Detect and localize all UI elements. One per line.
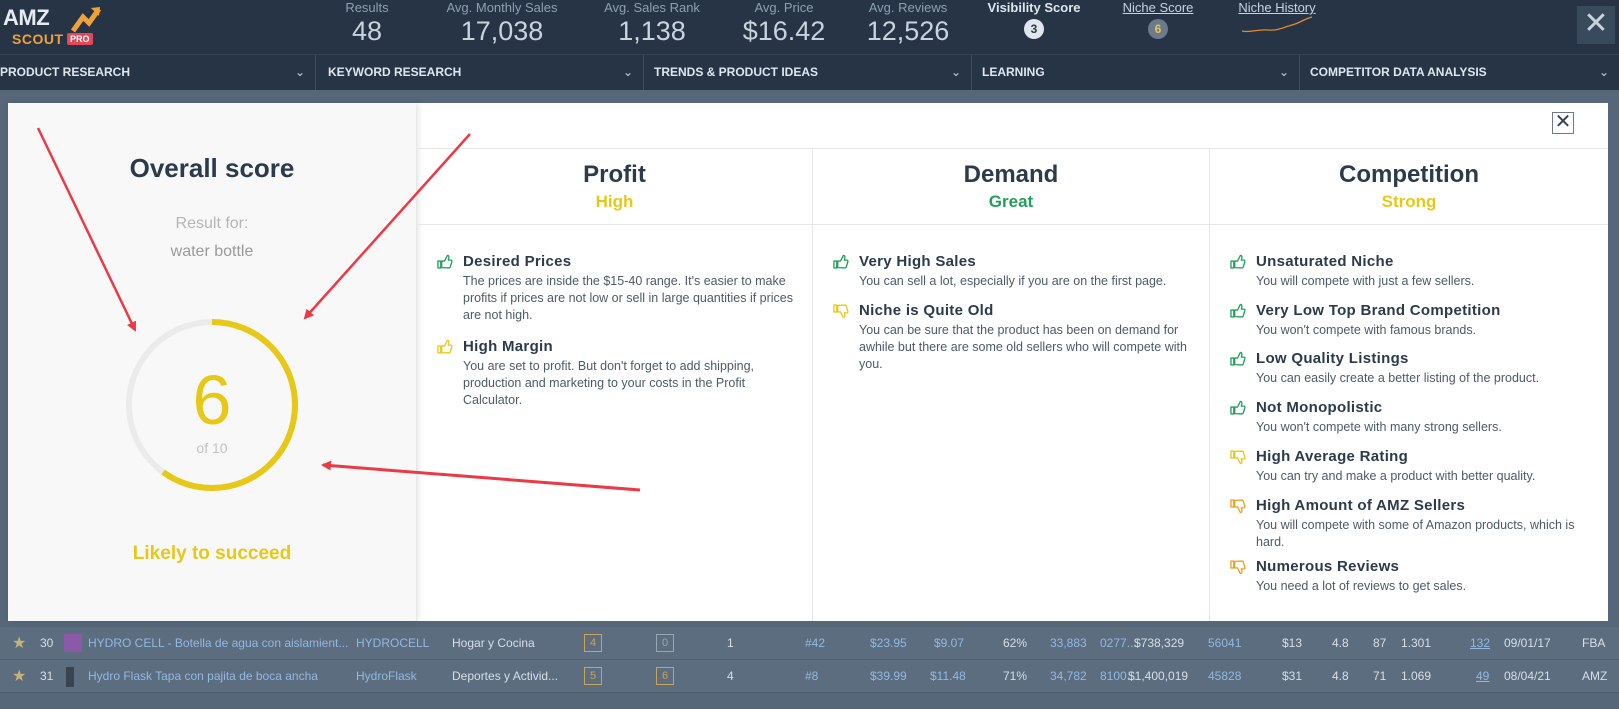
criteria-title: Numerous Reviews bbox=[1256, 558, 1400, 575]
criteria-column-demand: Demand Great Very High Sales You can sell a… bbox=[812, 148, 1209, 621]
criteria-description: You can sell a lot, especially if you ar… bbox=[859, 274, 1167, 288]
column-rating: High bbox=[595, 192, 634, 211]
niche-score-badge: 6 bbox=[1148, 19, 1168, 39]
niche-history-sparkline bbox=[1241, 16, 1313, 33]
overall-score-title: Overall score bbox=[129, 153, 295, 183]
column-title: Competition bbox=[1339, 161, 1479, 188]
score-of-label: of 10 bbox=[196, 440, 228, 456]
table-row[interactable]: ★ 30 HYDRO CELL - Botella de agua con ai… bbox=[0, 627, 1619, 660]
arrow-3 bbox=[321, 460, 641, 492]
criteria-title: High Margin bbox=[463, 338, 553, 355]
criteria-description: You can try and make a product with bett… bbox=[1256, 469, 1536, 483]
product-title-link[interactable]: HYDRO CELL - Botella de agua con aislami… bbox=[88, 636, 349, 650]
column-header: Demand Great bbox=[813, 148, 1209, 225]
table-row[interactable]: ★ 31 Hydro Flask Tapa con pajita de boca… bbox=[0, 660, 1619, 693]
modal-close-button[interactable]: ✕ bbox=[1552, 112, 1574, 134]
column-header: Profit High bbox=[417, 148, 812, 225]
nav-product-research[interactable]: PRODUCT RESEARCH ⌄ bbox=[0, 55, 316, 91]
visibility-score[interactable]: Visibility Score 3 bbox=[986, 0, 1082, 39]
thumbs-down-icon bbox=[1230, 560, 1246, 575]
logo-arrow-icon bbox=[70, 7, 102, 33]
column-rating: Great bbox=[988, 192, 1034, 211]
nav-trends-product-ideas[interactable]: TRENDS & PRODUCT IDEAS ⌄ bbox=[644, 55, 972, 91]
chevron-down-icon: ⌄ bbox=[1278, 65, 1289, 79]
star-icon[interactable]: ★ bbox=[12, 635, 27, 652]
column-title: Demand bbox=[963, 161, 1059, 188]
thumbs-up-icon bbox=[833, 254, 849, 269]
chevron-down-icon: ⌄ bbox=[950, 65, 961, 79]
criteria-title: High Average Rating bbox=[1256, 448, 1409, 465]
brand-link[interactable]: HydroFlask bbox=[356, 669, 417, 683]
column-rating: Strong bbox=[1381, 192, 1437, 211]
thumbs-down-icon bbox=[833, 304, 849, 319]
stat-avg-reviews: Avg. Reviews 12,526 bbox=[866, 0, 950, 46]
criteria-title: Very Low Top Brand Competition bbox=[1256, 302, 1501, 319]
criteria-description: You can be sure that the product has bee… bbox=[859, 323, 1187, 371]
criteria-title: High Amount of AMZ Sellers bbox=[1256, 497, 1466, 514]
score-ring-arc bbox=[126, 319, 298, 491]
criteria-description: You will compete with some of Amazon pro… bbox=[1256, 518, 1575, 549]
criteria-description: You need a lot of reviews to get sales. bbox=[1256, 579, 1467, 593]
criteria-title: Desired Prices bbox=[463, 253, 572, 270]
criteria-description: You will compete with just a few sellers… bbox=[1256, 274, 1475, 288]
main-nav: PRODUCT RESEARCH ⌄ KEYWORD RESEARCH ⌄ TREN… bbox=[0, 54, 1619, 91]
arrow-1 bbox=[36, 127, 137, 332]
visibility-score-badge: 3 bbox=[1024, 19, 1044, 39]
chevron-down-icon: ⌄ bbox=[1598, 65, 1609, 79]
thumbs-down-icon bbox=[1230, 450, 1246, 465]
niche-history[interactable]: Niche History bbox=[1234, 0, 1320, 40]
product-thumbnail bbox=[66, 667, 74, 687]
criteria-description: You can easily create a better listing o… bbox=[1256, 371, 1540, 385]
top-header: AMZ SCOUT PRO Results 48 Avg. Monthly Sa… bbox=[0, 0, 1619, 54]
verdict-text: Likely to succeed bbox=[132, 543, 292, 564]
result-query: water bottle bbox=[170, 243, 254, 260]
thumbs-up-icon bbox=[1230, 351, 1246, 366]
criteria-title: Very High Sales bbox=[859, 253, 977, 270]
thumbs-up-icon bbox=[1230, 400, 1246, 415]
logo-scout-text: SCOUT bbox=[12, 31, 64, 47]
star-icon[interactable]: ★ bbox=[12, 668, 27, 685]
stat-avg-sales-rank: Avg. Sales Rank 1,138 bbox=[604, 0, 700, 46]
result-for-label: Result for: bbox=[175, 215, 249, 232]
criteria-description: You are set to profit. But don't forget … bbox=[463, 359, 755, 407]
stat-avg-price: Avg. Price $16.42 bbox=[742, 0, 826, 46]
amzscout-logo[interactable]: AMZ SCOUT PRO bbox=[3, 3, 133, 49]
nav-competitor-data-analysis[interactable]: COMPETITOR DATA ANALYSIS ⌄ bbox=[1300, 55, 1619, 91]
stat-results: Results 48 bbox=[345, 0, 389, 46]
header-close-button[interactable]: ✕ bbox=[1577, 6, 1615, 44]
overall-score-panel: Overall score Result for: water bottle 6… bbox=[8, 103, 416, 621]
nav-keyword-research[interactable]: KEYWORD RESEARCH ⌄ bbox=[316, 55, 644, 91]
criteria-title: Niche is Quite Old bbox=[859, 302, 994, 319]
criteria-title: Low Quality Listings bbox=[1256, 350, 1409, 367]
thumbs-up-icon bbox=[1230, 303, 1246, 318]
thumbs-up-icon bbox=[437, 254, 453, 269]
logo-amz-text: AMZ bbox=[3, 5, 50, 30]
criteria-description: You won't compete with many strong selle… bbox=[1256, 420, 1502, 434]
thumbs-down-icon bbox=[1230, 499, 1246, 514]
score-ring bbox=[126, 319, 298, 491]
logo-pro-badge: PRO bbox=[67, 33, 93, 45]
criteria-column-competition: Competition Strong Unsaturated Niche You wi… bbox=[1209, 148, 1608, 621]
niche-score-modal: Overall score Result for: water bottle 6… bbox=[8, 103, 1608, 621]
thumbs-up-icon bbox=[437, 339, 453, 354]
stat-avg-monthly-sales: Avg. Monthly Sales 17,038 bbox=[446, 0, 558, 46]
column-header: Competition Strong bbox=[1210, 148, 1608, 225]
criteria-title: Unsaturated Niche bbox=[1256, 253, 1394, 270]
column-title: Profit bbox=[583, 161, 646, 188]
niche-score[interactable]: Niche Score 6 bbox=[1120, 0, 1196, 39]
thumbs-up-icon bbox=[1230, 254, 1246, 269]
product-thumbnail bbox=[64, 634, 82, 652]
criteria-description: You won't compete with famous brands. bbox=[1256, 323, 1477, 337]
nav-learning[interactable]: LEARNING ⌄ bbox=[972, 55, 1300, 91]
chevron-down-icon: ⌄ bbox=[622, 65, 633, 79]
score-number: 6 bbox=[192, 361, 232, 439]
brand-link[interactable]: HYDROCELL bbox=[356, 636, 430, 650]
product-title-link[interactable]: Hydro Flask Tapa con pajita de boca anch… bbox=[88, 669, 318, 683]
arrow-2 bbox=[303, 133, 471, 320]
chevron-down-icon: ⌄ bbox=[294, 65, 305, 79]
criteria-description: The prices are inside the $15-40 range. … bbox=[463, 274, 794, 322]
criteria-title: Not Monopolistic bbox=[1256, 399, 1383, 416]
criteria-column-profit: Profit High Desired Prices The prices are i… bbox=[416, 148, 812, 621]
